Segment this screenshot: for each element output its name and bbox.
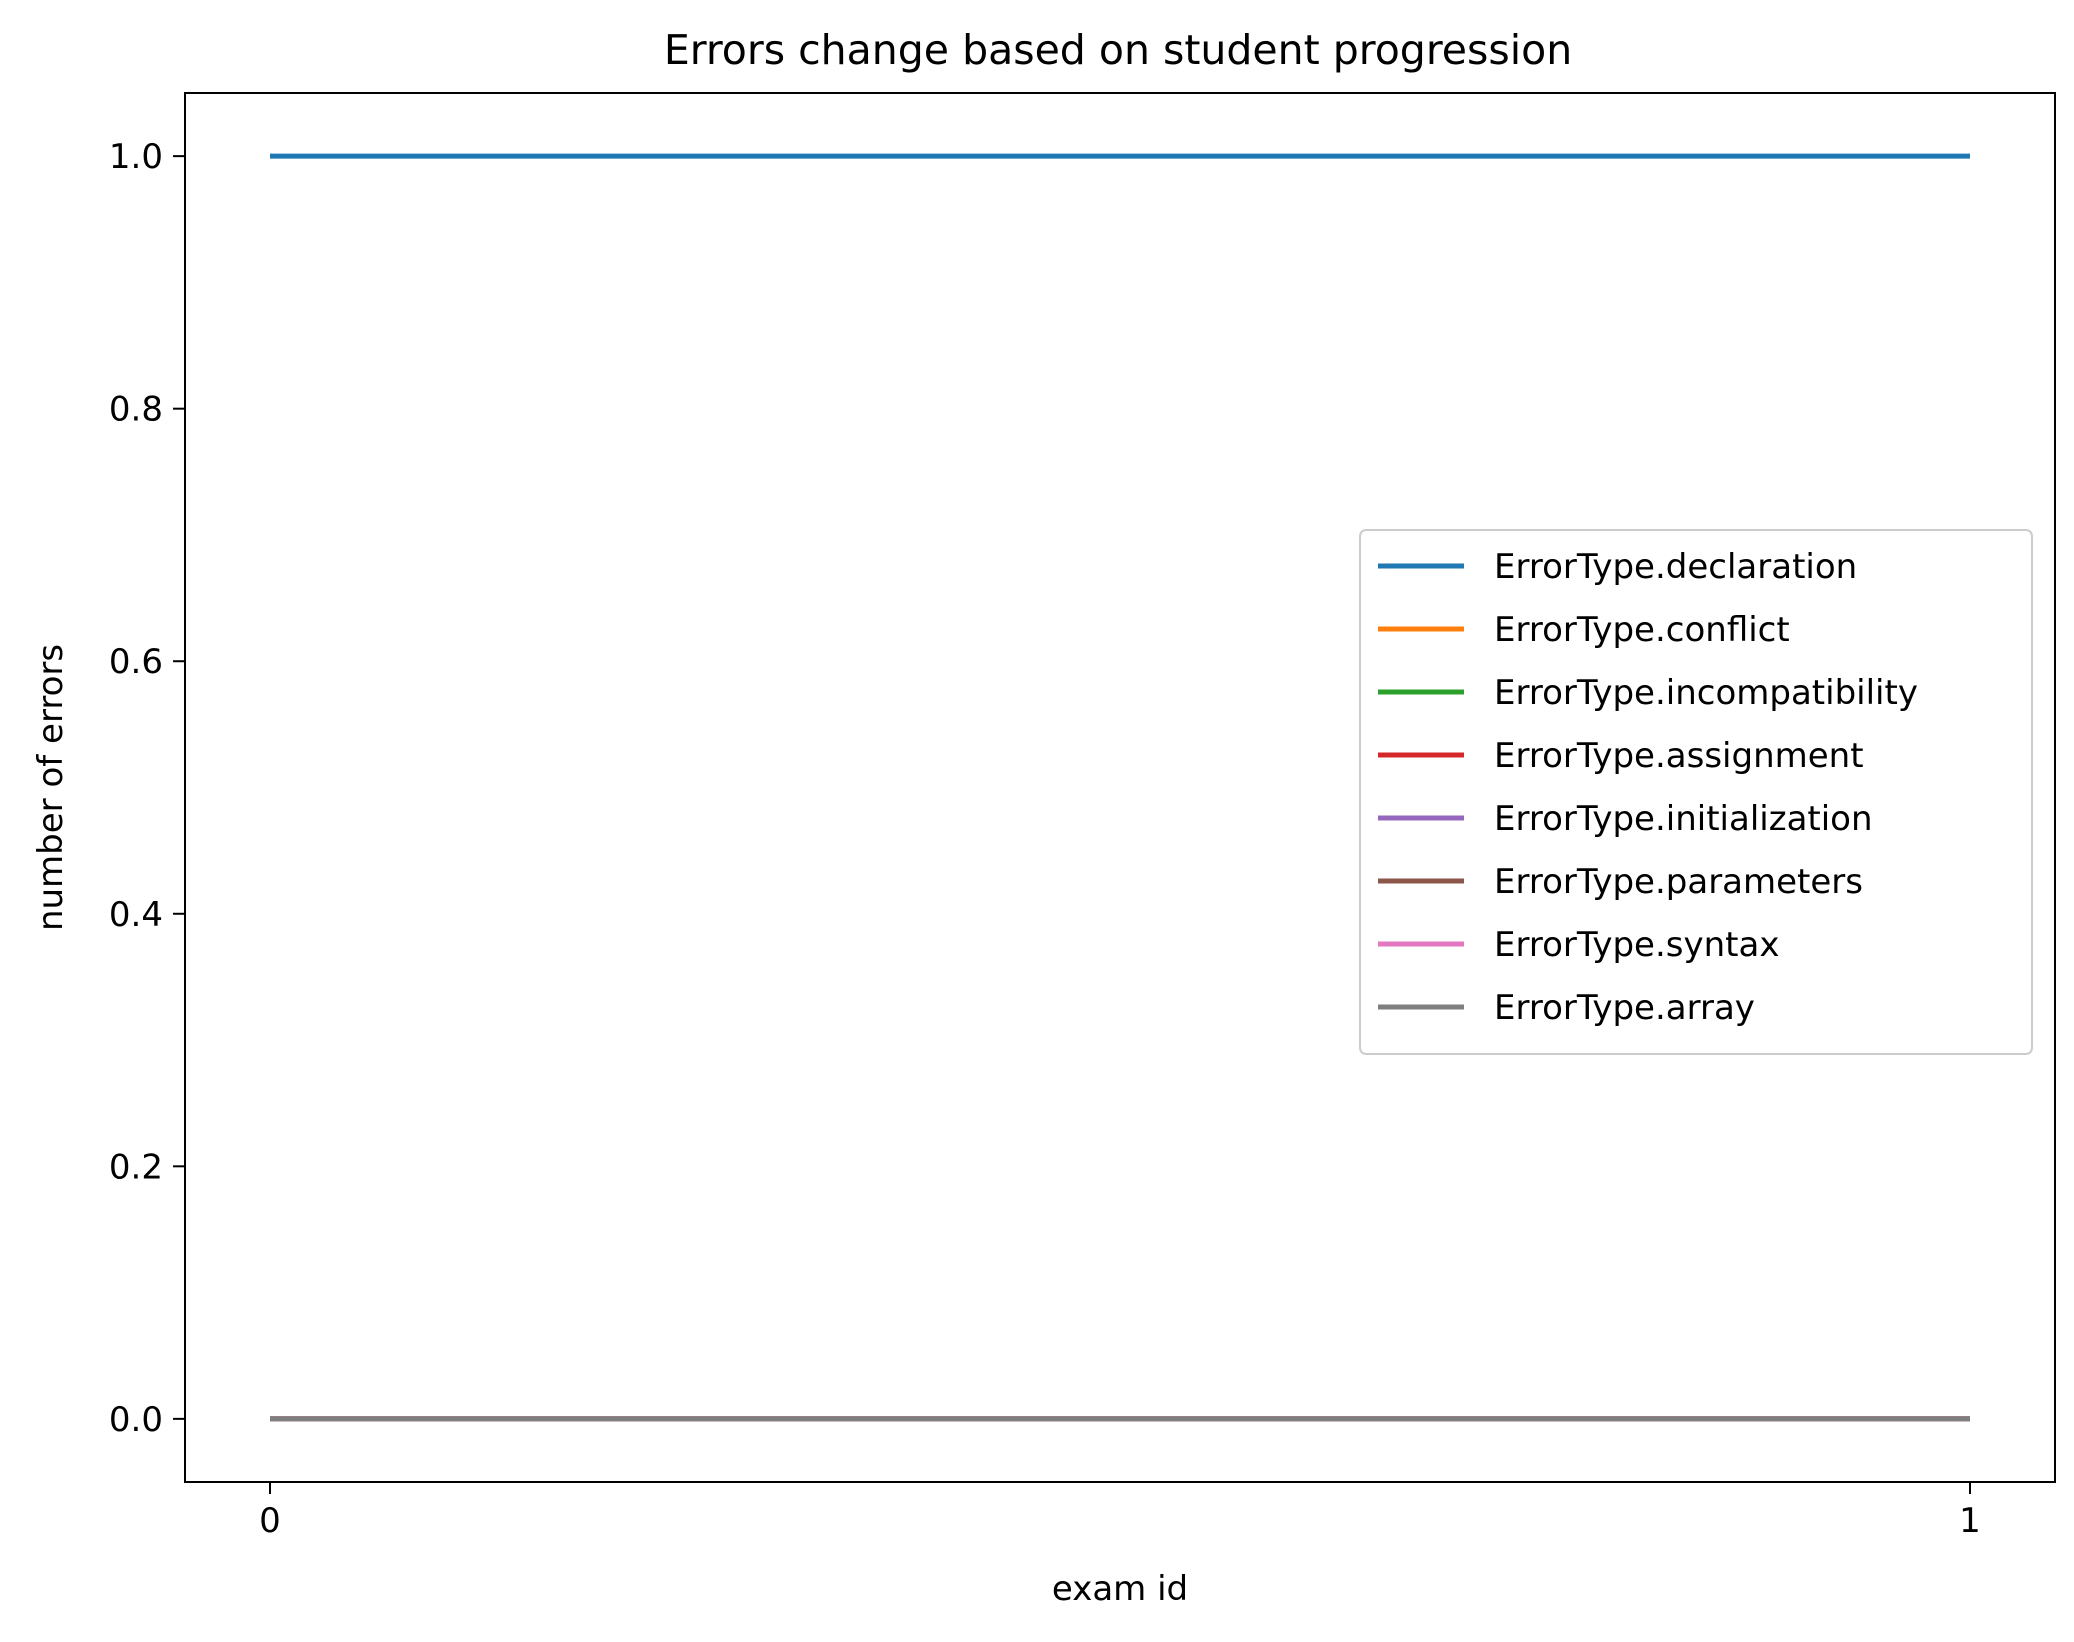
- y-axis-ticks: 0.0 0.2 0.4 0.6 0.8 1.0: [109, 137, 185, 1440]
- plot-frame: [184, 92, 2056, 1483]
- y-tick-label: 1.0: [109, 137, 163, 177]
- legend: ErrorType.declaration ErrorType.conflict E…: [1359, 529, 2033, 1055]
- y-tick-label: 0.2: [109, 1147, 163, 1187]
- x-tick-label: 1: [1959, 1501, 1981, 1541]
- legend-label: ErrorType.assignment: [1494, 736, 1864, 776]
- legend-item-parameters: ErrorType.parameters: [1378, 862, 1863, 902]
- legend-item-incompatibility: ErrorType.incompatibility: [1378, 673, 1918, 713]
- series-layer: [270, 153, 1970, 1422]
- chart-title: Errors change based on student progressi…: [664, 26, 1572, 74]
- y-axis-label: number of errors: [31, 644, 71, 931]
- x-axis-label: exam id: [1052, 1569, 1188, 1609]
- y-tick-label: 0.0: [109, 1400, 163, 1440]
- y-tick-label: 0.8: [109, 390, 163, 430]
- legend-label: ErrorType.initialization: [1494, 799, 1873, 839]
- legend-item-array: ErrorType.array: [1378, 988, 1755, 1028]
- legend-item-syntax: ErrorType.syntax: [1378, 925, 1779, 965]
- legend-item-conflict: ErrorType.conflict: [1378, 610, 1790, 650]
- legend-label: ErrorType.parameters: [1494, 862, 1863, 902]
- x-tick-label: 0: [259, 1501, 281, 1541]
- y-tick-label: 0.6: [109, 642, 163, 682]
- legend-label: ErrorType.declaration: [1494, 547, 1857, 587]
- legend-item-initialization: ErrorType.initialization: [1378, 799, 1873, 839]
- legend-item-declaration: ErrorType.declaration: [1378, 547, 1857, 587]
- legend-label: ErrorType.array: [1494, 988, 1755, 1028]
- legend-label: ErrorType.conflict: [1494, 610, 1790, 650]
- legend-box: [1359, 529, 2033, 1055]
- legend-label: ErrorType.syntax: [1494, 925, 1779, 965]
- legend-label: ErrorType.incompatibility: [1494, 673, 1918, 713]
- y-tick-label: 0.4: [109, 895, 163, 935]
- legend-item-assignment: ErrorType.assignment: [1378, 736, 1864, 776]
